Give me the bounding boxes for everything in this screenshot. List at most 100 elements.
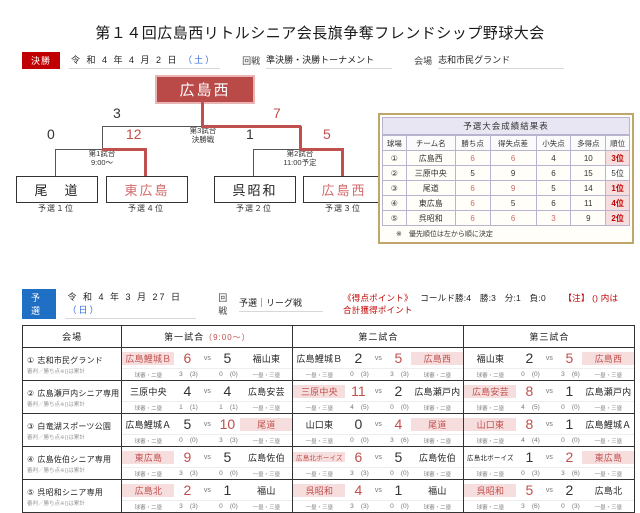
- match-right-umpire: 球審・二塁: [423, 405, 452, 412]
- prelim-match-cell: 福山東 2 vs 5 広島西 球審・二塁 0 (0) 3 (6) 一塁・三塁: [463, 347, 636, 381]
- match-left-point: 0: [350, 437, 354, 444]
- prelim-venue-number: ②: [27, 388, 35, 398]
- match-vs-label: vs: [374, 420, 382, 428]
- match-subline: 一塁・三塁 3 (3) 0 (0) 球審・二塁: [293, 500, 464, 512]
- bracket-champion: 広島西: [155, 75, 255, 104]
- match-left-point: 4: [521, 437, 525, 444]
- match-right-score: 5: [394, 350, 403, 366]
- prelim-match-cell: 山口東 0 vs 4 尾道 一塁・三塁 0 (0) 3 (6) 球審・二塁: [292, 413, 465, 447]
- match-left-score: 8: [525, 383, 534, 399]
- match-cell: 広島鯉城Ｂ 2 vs 5 広島西 一塁・三塁 0 (3) 3 (3) 球審・二塁: [293, 348, 464, 380]
- match-left-team: 山口東: [464, 417, 517, 431]
- match-right-team: 広島西: [411, 351, 464, 365]
- semi2-bar-left: [253, 149, 301, 150]
- match-right-score: 4: [223, 383, 232, 399]
- match-right-umpire: 一塁・三塁: [594, 471, 623, 478]
- match-right-umpire: 球審・二塁: [423, 372, 452, 379]
- standings-cell-runs-scored: 11: [570, 195, 607, 211]
- match-right-point: 3: [561, 470, 565, 477]
- prelim-body: ① 志和市民グランド 審判／勝ち点※()は累計 広島鯉城Ｂ 6 vs 5 福山東 球審・二塁 3(…: [21, 347, 636, 513]
- match-left-cumulative: (3): [360, 371, 369, 378]
- prelim-th-m1: 第一試合（9:00～）: [121, 325, 294, 348]
- match-left-cumulative: (0): [189, 437, 198, 444]
- prelim-venue-cell: ③ 白竜湖スポーツ公園 審判／勝ち点※()は累計: [21, 413, 123, 447]
- standings-cell-team: 呉昭和: [405, 210, 456, 226]
- match-right-team: 福山: [257, 485, 276, 496]
- match-left-team: 広島北ボーイズ: [293, 452, 346, 462]
- final-venue-value: 志和市民グランド: [438, 53, 565, 69]
- match-right-cumulative: (0): [229, 371, 238, 378]
- match-left-score: 6: [354, 449, 363, 465]
- match-right-umpire: 一塁・三塁: [594, 372, 623, 379]
- match-left-umpire: 球審・二塁: [134, 504, 163, 511]
- match-subline: 一塁・三塁 4 (5) 0 (0) 球審・二塁: [293, 401, 464, 413]
- final-badge: 決勝: [22, 52, 61, 69]
- standings-cell-diff: 5: [489, 195, 537, 211]
- prelim-venue-number: ⑤: [27, 487, 35, 497]
- match-vs-label: vs: [203, 354, 211, 362]
- match-left-score: 4: [183, 383, 192, 399]
- standings-cell-team: 三原中央: [405, 165, 456, 181]
- standings-cell-diff: 6: [489, 210, 537, 226]
- match-right-umpire: 一塁・三塁: [252, 372, 281, 379]
- match-left-point: 3: [350, 503, 354, 510]
- match-subline: 一塁・三塁 3 (3) 0 (0) 球審・二塁: [293, 467, 464, 479]
- match-left-umpire: 球審・二塁: [476, 372, 505, 379]
- standings-cell-points: 6: [454, 150, 491, 166]
- match-scoreline: 山口東 8 vs 1 広島鯉城Ａ: [464, 414, 634, 434]
- tournament-sheet: 第１４回広島西リトルシニア会長旗争奪フレンドシップ野球大会 決勝 令 和 4 年…: [16, 25, 636, 513]
- match-left-score: 0: [354, 416, 363, 432]
- standings-cell-runs-allowed: 5: [535, 180, 572, 196]
- match-left-point: 0: [521, 371, 525, 378]
- semi2-drop-right: [341, 149, 344, 177]
- match-left-team: 呉昭和: [464, 483, 517, 497]
- final-drop-right: [299, 126, 302, 149]
- match-left-cumulative: (0): [360, 437, 369, 444]
- standings-th-0: 球場: [382, 135, 407, 151]
- standings-th-2: 勝ち点: [454, 135, 491, 151]
- match-left-umpire: 一塁・三塁: [305, 471, 334, 478]
- match-right-cumulative: (0): [571, 404, 580, 411]
- match-cell: 山口東 0 vs 4 尾道 一塁・三塁 0 (0) 3 (6) 球審・二塁: [293, 414, 464, 446]
- match-right-umpire: 球審・二塁: [423, 504, 452, 511]
- legend-note: 【注】 () 内は合計獲得ポイント: [343, 293, 619, 315]
- match-scoreline: 呉昭和 5 vs 2 広島北: [464, 480, 634, 500]
- standings-cell-diff: 9: [489, 180, 537, 196]
- match-left-point: 3: [179, 470, 183, 477]
- final-match-sub: 決勝戦: [191, 135, 215, 145]
- match-left-point: 3: [179, 503, 183, 510]
- match-scoreline: 呉昭和 4 vs 1 福山: [293, 480, 463, 500]
- prelim-venue-cell: ⑤ 呉昭和シニア専用 審判／勝ち点※()は累計: [21, 479, 123, 513]
- standings-cell-runs-allowed: 6: [535, 195, 572, 211]
- match-subline: 球審・二塁 3 (3) 0 (0) 一塁・三塁: [122, 500, 293, 512]
- standings-cell-rank: 1位: [605, 180, 630, 196]
- prelim-th-m1-time: （9:00～）: [204, 333, 251, 342]
- final-stem: [201, 100, 204, 127]
- match-left-score: 4: [354, 482, 363, 498]
- match-left-point: 3: [521, 503, 525, 510]
- match-right-cumulative: (3): [571, 503, 580, 510]
- match-right-umpire: 球審・二塁: [423, 438, 452, 445]
- match-right-umpire: 一塁・三塁: [252, 471, 281, 478]
- match-right-cumulative: (0): [229, 503, 238, 510]
- match-right-team: 広島佐伯: [418, 452, 456, 463]
- match-cell: 広島北 2 vs 1 福山 球審・二塁 3 (3) 0 (0) 一塁・三塁: [122, 480, 293, 512]
- match-subline: 一塁・三塁 0 (3) 3 (3) 球審・二塁: [293, 368, 464, 380]
- semi1-left-score: 0: [47, 126, 55, 142]
- prelim-badge: 予選: [22, 289, 57, 319]
- match-right-score: 2: [565, 449, 574, 465]
- standings-cell-points: 6: [454, 195, 491, 211]
- prelim-th-m2: 第二試合: [292, 325, 465, 348]
- prelim-row: ⑤ 呉昭和シニア専用 審判／勝ち点※()は累計 広島北 2 vs 1 福山 球審・二塁 3 (3) 0…: [21, 479, 636, 513]
- match-left-team: 広島北ボーイズ: [467, 455, 514, 462]
- match-scoreline: 広島鯉城Ｂ 6 vs 5 福山東: [122, 348, 292, 368]
- match-left-umpire: 球審・二塁: [476, 504, 505, 511]
- match-right-umpire: 一塁・三塁: [594, 504, 623, 511]
- semi2-drop-left: [253, 149, 254, 177]
- match-left-score: 8: [525, 416, 534, 432]
- match-scoreline: 三原中央 4 vs 4 広島安芸: [122, 381, 292, 401]
- match-left-team: 広島鯉城Ｂ: [122, 351, 175, 365]
- match-vs-label: vs: [545, 387, 553, 395]
